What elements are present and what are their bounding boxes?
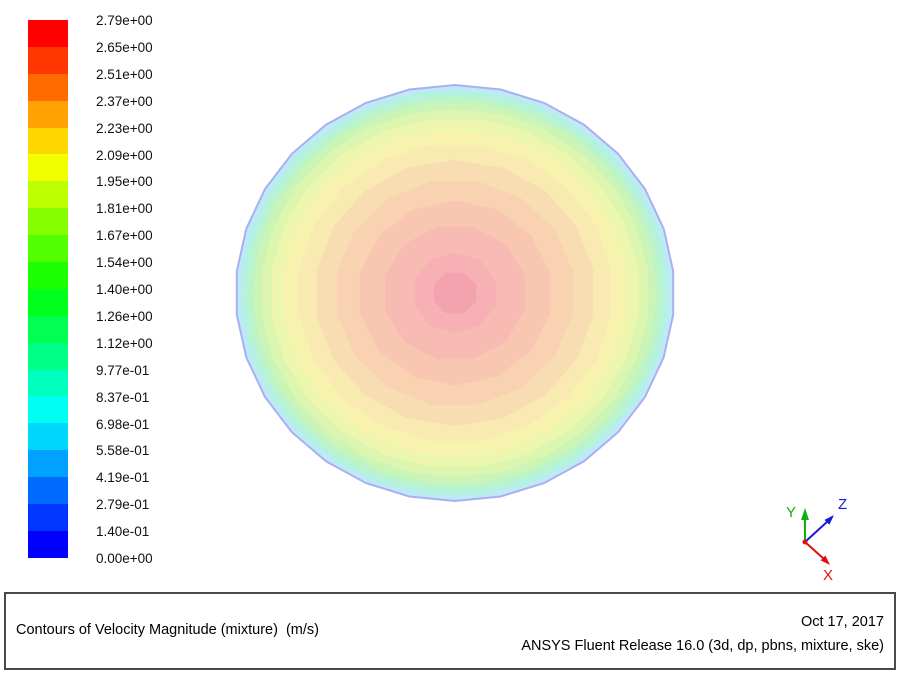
plot-title: Contours of Velocity Magnitude (mixture)… <box>16 622 319 638</box>
colorbar-band <box>28 262 68 289</box>
colorbar <box>28 20 68 558</box>
colorbar-tick-label: 2.79e+00 <box>96 13 153 28</box>
colorbar-tick-label: 1.67e+00 <box>96 228 153 244</box>
x-axis-arrow-icon <box>820 555 830 565</box>
colorbar-tick-label: 9.77e-01 <box>96 362 150 378</box>
y-axis-label: Y <box>786 504 796 521</box>
colorbar-band <box>28 423 68 451</box>
colorbar-band <box>28 154 68 182</box>
colorbar-tick-label: 1.26e+00 <box>96 308 153 324</box>
colorbar-tick-label: 4.19e-01 <box>96 470 150 486</box>
solver-version-label: ANSYS Fluent Release 16.0 (3d, dp, pbns,… <box>521 638 884 654</box>
colorbar-tick-label: 2.23e+00 <box>96 120 153 136</box>
x-axis-line <box>804 541 825 560</box>
colorbar-band <box>28 369 68 397</box>
colorbar-tick-label: 5.58e-01 <box>96 443 150 459</box>
contour-plot-area <box>223 81 688 507</box>
colorbar-band <box>28 208 68 236</box>
colorbar-tick-label: 6.98e-01 <box>96 416 150 432</box>
colorbar-tick-label: 1.81e+00 <box>96 201 153 217</box>
colorbar-band <box>28 20 68 47</box>
x-axis-label: X <box>823 567 833 584</box>
colorbar-band <box>28 342 68 370</box>
colorbar-band <box>28 288 68 316</box>
triad-origin <box>802 539 808 545</box>
colorbar-tick-label: 2.09e+00 <box>96 147 153 163</box>
colorbar-tick-label: 0.00e+00 <box>96 551 153 566</box>
colorbar-band <box>28 46 68 74</box>
colorbar-band <box>28 73 68 101</box>
colorbar-band <box>28 100 68 128</box>
colorbar-band <box>28 530 68 558</box>
colorbar-tick-label: 1.54e+00 <box>96 255 153 271</box>
contour-ring <box>433 272 477 314</box>
colorbar-band <box>28 235 68 263</box>
colorbar-tick-label: 2.65e+00 <box>96 39 153 55</box>
colorbar-band <box>28 127 68 155</box>
colorbar-tick-label: 1.12e+00 <box>96 335 153 351</box>
velocity-contour-plot <box>235 83 675 503</box>
colorbar-tick-label: 2.79e-01 <box>96 497 150 513</box>
colorbar-band <box>28 477 68 505</box>
colorbar-band <box>28 504 68 531</box>
colorbar-tick-label: 2.37e+00 <box>96 93 153 109</box>
colorbar-band <box>28 450 68 478</box>
colorbar-band <box>28 396 68 424</box>
colorbar-tick-label: 8.37e-01 <box>96 389 150 405</box>
plot-date: Oct 17, 2017 <box>800 614 884 630</box>
axis-triad: Y Z X <box>786 496 847 584</box>
y-axis-arrow-icon <box>801 508 809 520</box>
z-axis-line <box>804 520 829 543</box>
colorbar-tick-label: 1.95e+00 <box>96 174 153 190</box>
z-axis-label: Z <box>838 496 847 513</box>
colorbar-tick-label: 1.40e-01 <box>96 524 150 540</box>
z-axis-arrow-icon <box>824 515 834 525</box>
colorbar-tick-label: 1.40e+00 <box>96 282 153 297</box>
colorbar-band <box>28 315 68 343</box>
colorbar-tick-label: 2.51e+00 <box>96 66 153 82</box>
colorbar-band <box>28 181 68 209</box>
footer-box: Contours of Velocity Magnitude (mixture)… <box>4 592 896 670</box>
